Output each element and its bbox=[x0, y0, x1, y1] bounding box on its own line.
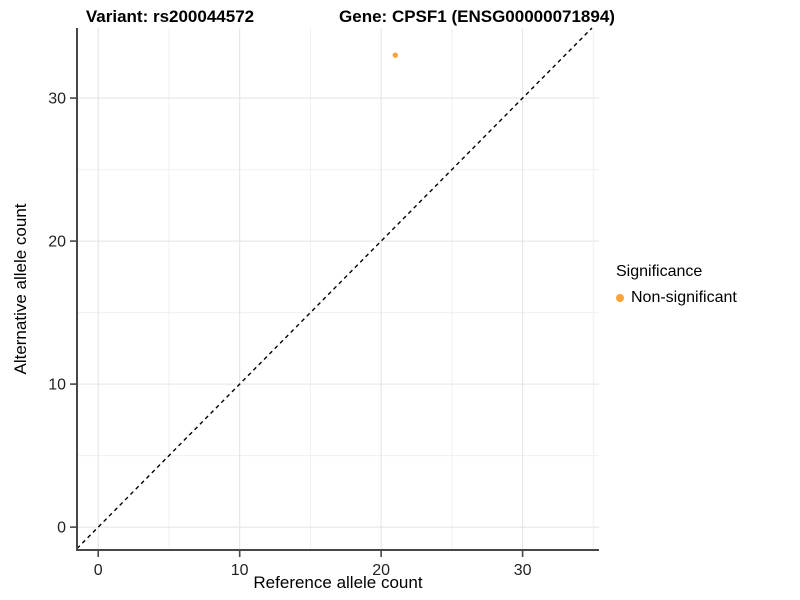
y-tick-label: 10 bbox=[48, 377, 66, 394]
data-point bbox=[392, 52, 398, 58]
x-tick-label: 10 bbox=[231, 562, 249, 579]
legend-title: Significance bbox=[616, 263, 703, 280]
x-tick-label: 30 bbox=[514, 562, 532, 579]
y-axis-title: Alternative allele count bbox=[11, 203, 30, 375]
plot-title-gene: Gene: CPSF1 (ENSG00000071894) bbox=[339, 7, 615, 26]
x-tick-label: 20 bbox=[372, 562, 390, 579]
identity-line bbox=[76, 27, 593, 550]
x-axis-title: Reference allele count bbox=[253, 573, 423, 592]
plot-title-variant: Variant: rs200044572 bbox=[85, 7, 255, 26]
legend: Significance Non-significant bbox=[616, 263, 737, 307]
x-tick-label: 0 bbox=[94, 562, 103, 579]
legend-item: Non-significant bbox=[616, 289, 737, 307]
legend-item-label: Non-significant bbox=[631, 289, 737, 306]
y-tick-label: 20 bbox=[48, 234, 66, 251]
legend-point-icon bbox=[616, 294, 624, 302]
y-tick-label: 0 bbox=[57, 520, 66, 537]
y-tick-label: 30 bbox=[48, 91, 66, 108]
